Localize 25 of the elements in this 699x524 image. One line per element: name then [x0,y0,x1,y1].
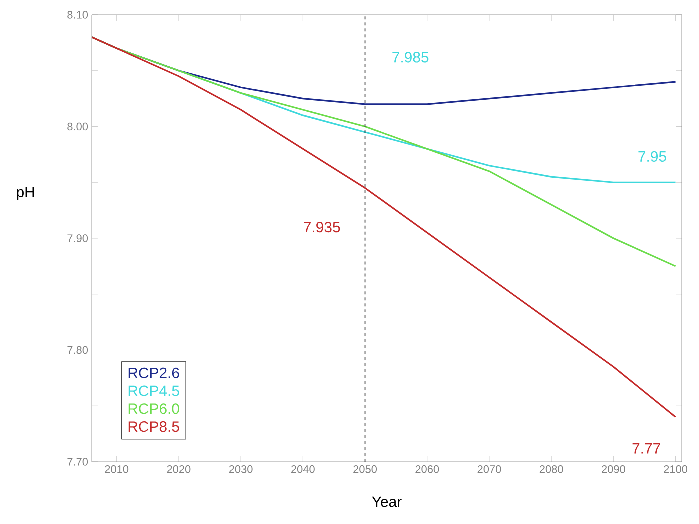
x-tick-label: 2040 [292,466,315,474]
x-axis-title: Year [372,496,402,508]
x-tick-label: 2060 [416,466,440,474]
y-tick-label: 7.70 [68,458,88,466]
x-tick-label: 2080 [540,466,564,474]
y-tick-label: 8.00 [68,122,88,131]
text: RCP4.5 [128,386,180,396]
text: RCP2.6 [128,368,180,378]
text: RCP8.5 [128,422,180,432]
x-tick-label: 2070 [478,466,502,474]
annotation: 7.95 [638,151,666,162]
annotation: 7.77 [632,443,660,454]
annotation: 7.935 [304,222,340,233]
x-tick-label: 2020 [167,466,191,474]
x-tick-label: 2100 [664,466,688,474]
y-tick-label: 7.80 [68,346,88,354]
y-axis-title: pH [17,187,34,200]
x-tick-label: 2050 [354,466,378,474]
y-tick-label: 7.90 [68,234,88,242]
annotation: 7.985 [392,52,429,63]
x-tick-label: 2030 [229,466,253,474]
x-tick-label: 2090 [602,466,626,474]
text: RCP6.0 [128,404,180,414]
x-tick-label: 2010 [105,466,129,474]
y-tick-label: 8.10 [68,11,88,19]
